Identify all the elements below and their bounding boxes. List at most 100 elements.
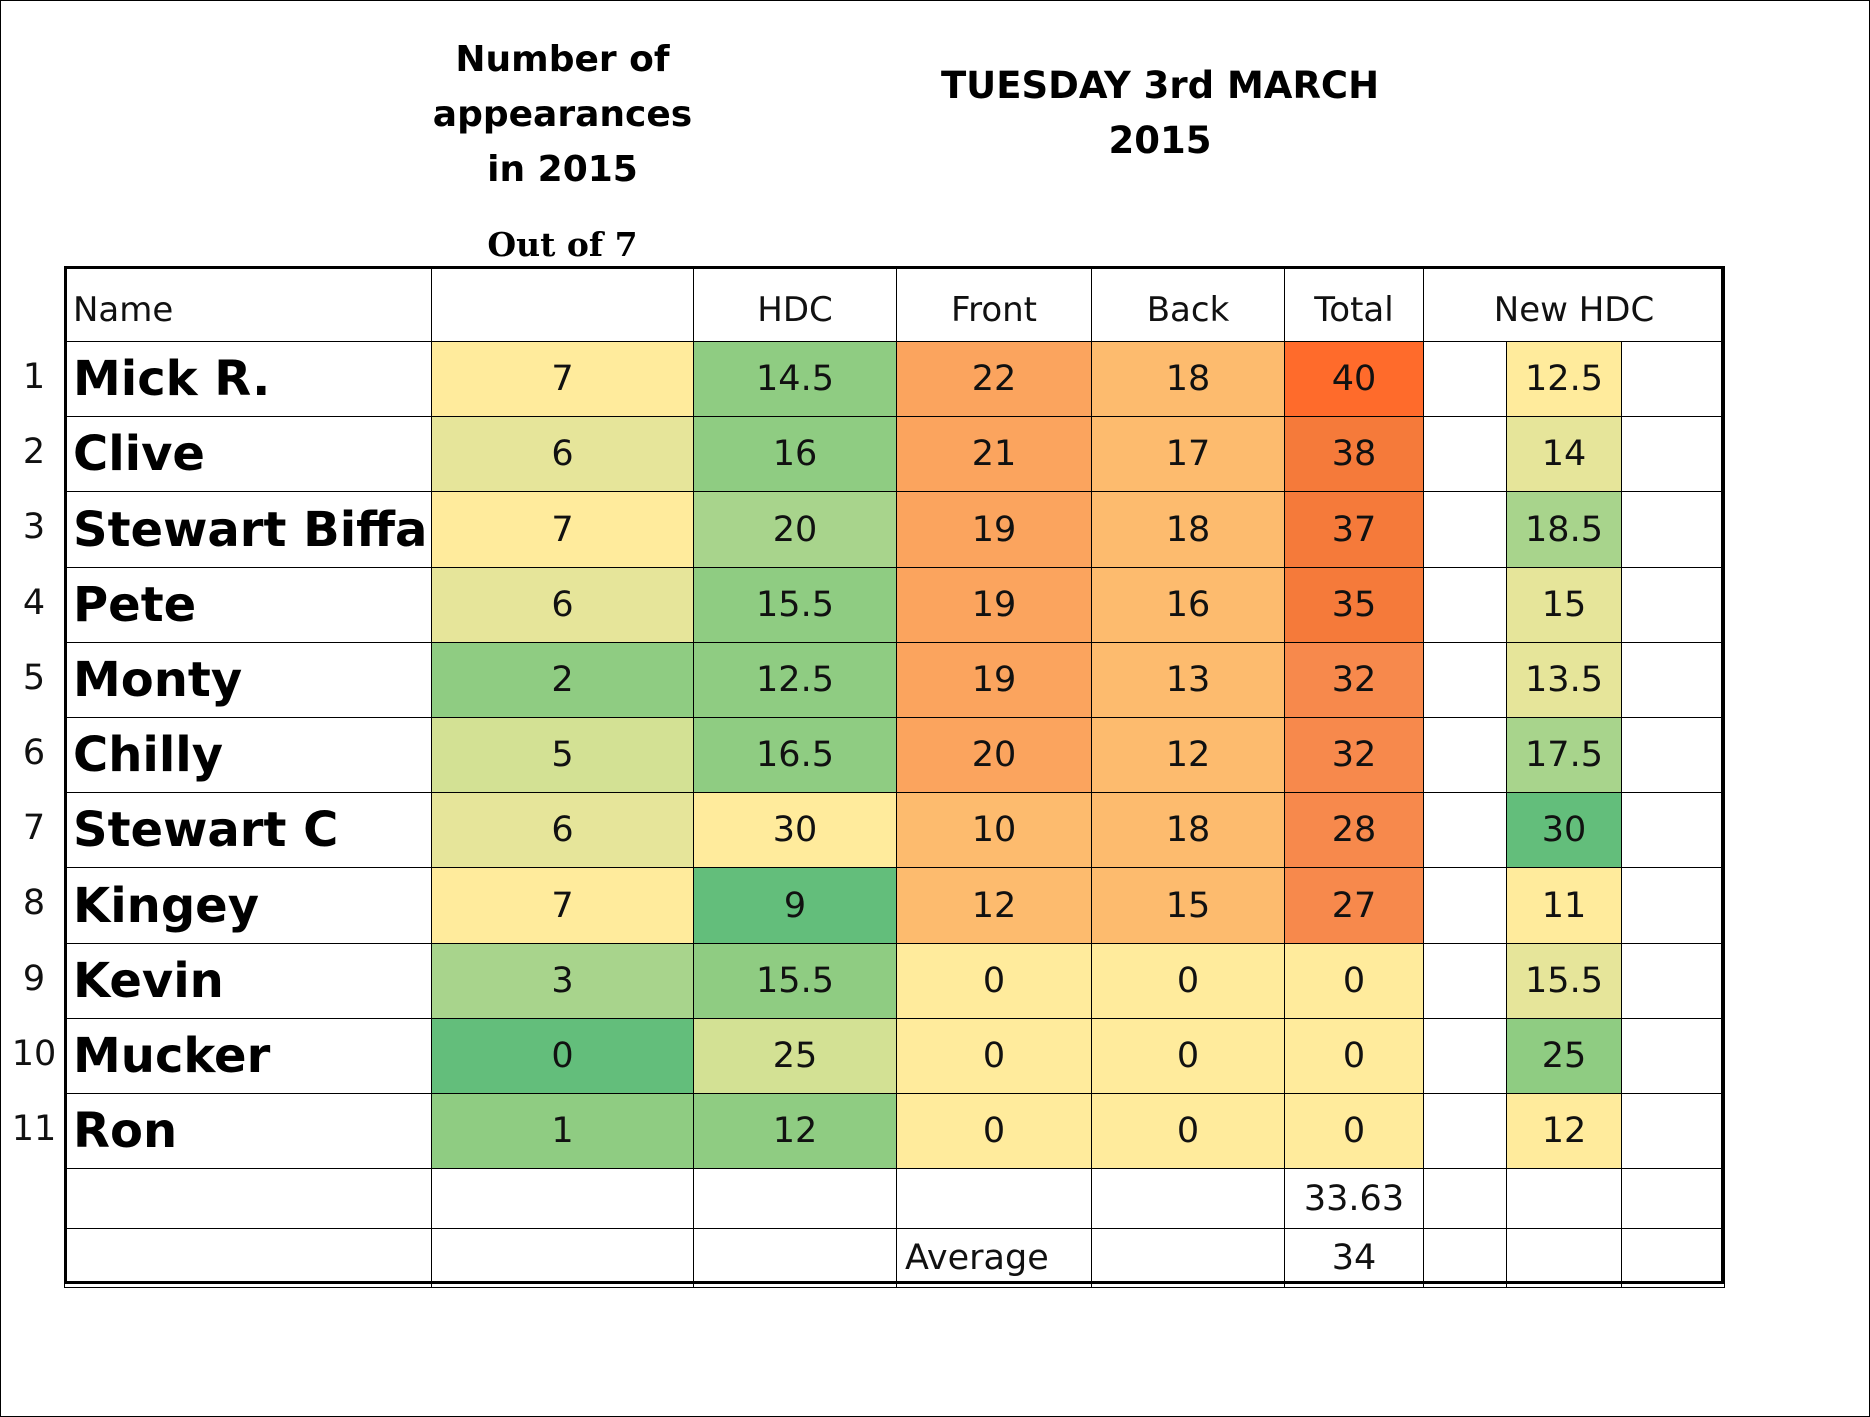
front-cell: 19 [896, 491, 1092, 568]
new-hdc-cell: 11 [1506, 867, 1622, 944]
total-cell: 40 [1284, 341, 1424, 417]
new-hdc-cell: 17.5 [1506, 717, 1622, 793]
front-cell: 12 [896, 867, 1092, 944]
hdc-cell: 14.5 [693, 341, 897, 417]
total-cell: 32 [1284, 642, 1424, 718]
total-cell: 0 [1284, 1018, 1424, 1094]
summary-empty-cell [693, 1228, 897, 1288]
total-cell: 27 [1284, 867, 1424, 944]
appearances-title-line1: Number of [455, 39, 670, 80]
new-hdc-spacer-left [1423, 642, 1507, 718]
col-header-back: Back [1091, 266, 1285, 342]
new-hdc-spacer-right [1621, 943, 1725, 1019]
front-cell: 21 [896, 416, 1092, 492]
hdc-cell: 15.5 [693, 943, 897, 1019]
new-hdc-cell: 12.5 [1506, 341, 1622, 417]
player-name: Ron [64, 1093, 432, 1169]
new-hdc-spacer-right [1621, 416, 1725, 492]
row-number: 9 [22, 958, 46, 999]
appearances-cell: 1 [431, 1093, 694, 1169]
new-hdc-cell: 12 [1506, 1093, 1622, 1169]
average-value: 34 [1284, 1228, 1424, 1288]
hdc-cell: 12.5 [693, 642, 897, 718]
appearances-cell: 5 [431, 717, 694, 793]
appearances-cell: 3 [431, 943, 694, 1019]
col-header-total: Total [1284, 266, 1424, 342]
new-hdc-spacer-left [1423, 1093, 1507, 1169]
summary-empty-cell [1621, 1168, 1725, 1229]
hdc-cell: 15.5 [693, 567, 897, 643]
new-hdc-cell: 14 [1506, 416, 1622, 492]
summary-empty-cell [1423, 1168, 1507, 1229]
total-cell: 38 [1284, 416, 1424, 492]
summary-empty-cell [896, 1168, 1092, 1229]
col-header-hdc: HDC [693, 266, 897, 342]
player-name: Stewart C [64, 792, 432, 868]
back-cell: 18 [1091, 491, 1285, 568]
col-header-front: Front [896, 266, 1092, 342]
total-cell: 28 [1284, 792, 1424, 868]
total-cell: 35 [1284, 567, 1424, 643]
summary-empty-cell [1091, 1228, 1285, 1288]
total-mean-value: 33.63 [1284, 1168, 1424, 1229]
back-cell: 16 [1091, 567, 1285, 643]
hdc-cell: 16.5 [693, 717, 897, 793]
front-cell: 19 [896, 567, 1092, 643]
hdc-cell: 30 [693, 792, 897, 868]
summary-empty-cell [431, 1228, 694, 1288]
back-cell: 15 [1091, 867, 1285, 944]
summary-empty-cell [64, 1228, 432, 1288]
new-hdc-spacer-right [1621, 792, 1725, 868]
col-header-name: Name [64, 266, 432, 342]
new-hdc-cell: 15.5 [1506, 943, 1622, 1019]
appearances-cell: 7 [431, 491, 694, 568]
total-cell: 37 [1284, 491, 1424, 568]
row-number: 8 [22, 883, 46, 923]
date-line2: 2015 [1108, 119, 1212, 162]
new-hdc-spacer-left [1423, 567, 1507, 643]
back-cell: 0 [1091, 1018, 1285, 1094]
new-hdc-spacer-left [1423, 943, 1507, 1019]
summary-empty-cell [1621, 1228, 1725, 1288]
new-hdc-spacer-right [1621, 642, 1725, 718]
row-number: 5 [22, 657, 46, 698]
summary-empty-cell [1423, 1228, 1507, 1288]
back-cell: 18 [1091, 792, 1285, 868]
appearances-cell: 6 [431, 416, 694, 492]
front-cell: 0 [896, 1018, 1092, 1094]
hdc-cell: 25 [693, 1018, 897, 1094]
front-cell: 19 [896, 642, 1092, 718]
appearances-cell: 6 [431, 792, 694, 868]
front-cell: 10 [896, 792, 1092, 868]
new-hdc-cell: 30 [1506, 792, 1622, 868]
front-cell: 20 [896, 717, 1092, 793]
summary-empty-cell [1506, 1168, 1622, 1229]
date-line1: TUESDAY 3rd MARCH [940, 64, 1380, 107]
hdc-cell: 12 [693, 1093, 897, 1169]
average-label: Average [896, 1228, 1092, 1288]
appearances-title-line3: in 2015 [487, 149, 638, 190]
new-hdc-spacer-left [1423, 717, 1507, 793]
new-hdc-spacer-right [1621, 1018, 1725, 1094]
new-hdc-cell: 15 [1506, 567, 1622, 643]
back-cell: 13 [1091, 642, 1285, 718]
row-number: 3 [22, 507, 46, 547]
row-number: 1 [22, 356, 46, 397]
row-number: 4 [22, 582, 46, 623]
hdc-cell: 16 [693, 416, 897, 492]
front-cell: 22 [896, 341, 1092, 417]
player-name: Chilly [64, 717, 432, 793]
new-hdc-spacer-right [1621, 341, 1725, 417]
col-header-appearances [431, 266, 694, 342]
new-hdc-spacer-left [1423, 416, 1507, 492]
row-number: 7 [22, 807, 46, 848]
row-number: 2 [22, 431, 46, 472]
new-hdc-spacer-right [1621, 491, 1725, 568]
hdc-cell: 20 [693, 491, 897, 568]
summary-empty-cell [431, 1168, 694, 1229]
date-title: TUESDAY 3rd MARCH 2015 [900, 58, 1420, 168]
new-hdc-cell: 13.5 [1506, 642, 1622, 718]
player-name: Stewart Biffa [64, 491, 432, 568]
player-name: Mick R. [64, 341, 432, 417]
